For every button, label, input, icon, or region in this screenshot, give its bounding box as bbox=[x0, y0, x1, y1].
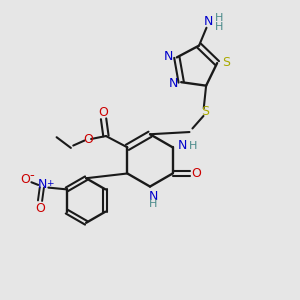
Text: +: + bbox=[46, 179, 53, 188]
Text: N: N bbox=[169, 77, 178, 90]
Text: N: N bbox=[204, 15, 214, 28]
Text: N: N bbox=[178, 139, 188, 152]
Text: H: H bbox=[149, 200, 157, 209]
Text: O: O bbox=[83, 133, 93, 146]
Text: N: N bbox=[164, 50, 173, 63]
Text: N: N bbox=[38, 178, 47, 190]
Text: H: H bbox=[215, 22, 224, 32]
Text: O: O bbox=[99, 106, 109, 119]
Text: O: O bbox=[191, 167, 201, 180]
Text: H: H bbox=[189, 140, 197, 151]
Text: H: H bbox=[215, 13, 224, 22]
Text: -: - bbox=[29, 169, 34, 182]
Text: O: O bbox=[35, 202, 45, 215]
Text: S: S bbox=[222, 56, 230, 69]
Text: S: S bbox=[201, 105, 208, 118]
Text: N: N bbox=[148, 190, 158, 203]
Text: O: O bbox=[20, 173, 30, 186]
